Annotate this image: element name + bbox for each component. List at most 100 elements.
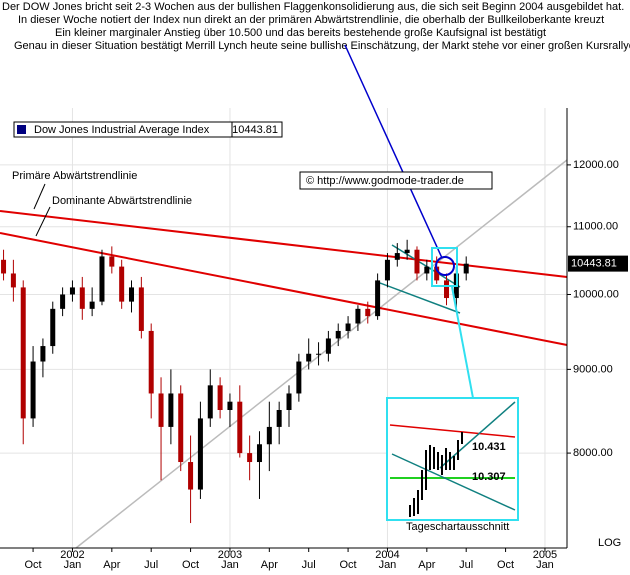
annotation-pointer — [33, 183, 46, 210]
candle-body — [60, 294, 66, 309]
candle-body — [1, 259, 7, 274]
x-tick-label: Oct — [497, 559, 514, 571]
candle-body — [158, 393, 164, 427]
copyright-box — [299, 171, 493, 190]
scale-label: LOG — [598, 537, 621, 549]
candle-body — [188, 462, 194, 490]
inset-label: 10.431 — [472, 441, 506, 453]
candle-body — [50, 308, 56, 347]
header-line: Ein kleiner marginaler Anstieg über 10.5… — [55, 27, 546, 39]
inset: 10.431 10.307 Tageschartausschnitt — [386, 397, 519, 533]
year-label: 2002 — [60, 549, 84, 561]
inset-candles — [409, 432, 463, 517]
candle-body — [30, 361, 36, 419]
labels: Dow Jones Industrial Average Index 10443… — [12, 121, 621, 549]
candles — [1, 239, 469, 524]
candle-body — [424, 266, 430, 274]
candle-body — [197, 418, 203, 490]
candle-body — [109, 256, 115, 267]
candle-body — [256, 444, 262, 463]
x-tick-label: Apr — [418, 559, 435, 571]
flag-line — [379, 282, 461, 314]
header-line: Genau in dieser Situation bestätigt Merr… — [14, 40, 630, 52]
x-tick-label: Oct — [340, 559, 357, 571]
last-value-box — [568, 255, 628, 272]
grid — [0, 108, 567, 548]
candle-body — [266, 426, 272, 445]
candle-body — [394, 253, 400, 260]
x-tick-label: Jan — [221, 559, 239, 571]
candle-body — [99, 256, 105, 302]
callouts — [344, 44, 474, 399]
candle-body — [10, 273, 16, 288]
x-tick-label: Oct — [25, 559, 42, 571]
year-label: 2003 — [218, 549, 242, 561]
axes: 8000.00 9000.00 10000.00 11000.00 12000.00 Oc… — [0, 108, 628, 571]
annotation: Primäre Abwärtstrendlinie — [12, 170, 137, 182]
trendlines — [0, 159, 568, 549]
candle-body — [178, 393, 184, 463]
y-tick-label: 8000.00 — [573, 447, 613, 459]
candle-body — [434, 266, 440, 281]
candle-body — [168, 393, 174, 427]
candle-body — [69, 287, 75, 295]
header-line: Der DOW Jones bricht seit 2-3 Wochen aus… — [2, 1, 624, 13]
candle-body — [296, 361, 302, 394]
inset-line — [389, 424, 516, 438]
index-value: 10443.81 — [232, 124, 278, 136]
candle-body — [325, 338, 331, 354]
index-name: Dow Jones Industrial Average Index — [34, 124, 210, 136]
flag-line — [391, 244, 461, 288]
x-tick-label: Jan — [379, 559, 397, 571]
candle-body — [227, 401, 233, 410]
year-label: 2004 — [375, 549, 399, 561]
candle-body — [355, 308, 361, 324]
candle-body — [316, 353, 322, 355]
candle-body — [463, 263, 469, 274]
annotation-pointer — [35, 206, 51, 237]
copyright: © http://www.godmode-trader.de — [306, 175, 464, 187]
x-tick-label: Jul — [302, 559, 316, 571]
legend-swatch — [17, 125, 26, 134]
x-tick-label: Jan — [64, 559, 82, 571]
x-tick-label: Jul — [144, 559, 158, 571]
highlight-circle — [435, 256, 455, 276]
x-tick-label: Apr — [103, 559, 120, 571]
x-tick-label: Jan — [536, 559, 554, 571]
zoom-box — [431, 247, 458, 287]
annotation: Dominante Abwärtstrendlinie — [52, 195, 192, 207]
candle-body — [237, 401, 243, 454]
candle-body — [335, 330, 341, 339]
y-tick-label: 12000.00 — [573, 159, 619, 171]
primary-trendline — [0, 210, 568, 278]
candle-body — [286, 393, 292, 410]
candle-body — [345, 323, 351, 331]
candle-body — [414, 249, 420, 274]
x-tick-label: Apr — [261, 559, 278, 571]
candle-body — [207, 385, 213, 419]
last-value-label: 10443.81 — [571, 258, 617, 270]
candle-body — [375, 280, 381, 317]
candle-body — [40, 346, 46, 362]
support-line — [75, 159, 568, 549]
header-line: In dieser Woche notiert der Index nun di… — [18, 14, 604, 26]
candle-body — [404, 249, 410, 254]
inset-line — [391, 453, 516, 511]
header: Der DOW Jones bricht seit 2-3 Wochen aus… — [2, 1, 630, 52]
candle-body — [365, 308, 371, 317]
candle-body — [384, 259, 390, 281]
y-tick-label: 9000.00 — [573, 363, 613, 375]
candle-body — [148, 330, 154, 394]
candle-body — [306, 353, 312, 362]
candle-body — [89, 301, 95, 309]
year-label: 2005 — [533, 549, 557, 561]
title-box — [13, 121, 283, 138]
inset-label: 10.307 — [472, 471, 506, 483]
y-tick-label: 11000.00 — [573, 221, 618, 233]
x-tick-label: Jul — [459, 559, 473, 571]
y-tick-label: 10000.00 — [573, 288, 619, 300]
inset-line — [439, 401, 516, 469]
candle-body — [276, 409, 282, 427]
inset-caption: Tageschartausschnitt — [406, 521, 509, 533]
pointer-line — [344, 44, 443, 259]
